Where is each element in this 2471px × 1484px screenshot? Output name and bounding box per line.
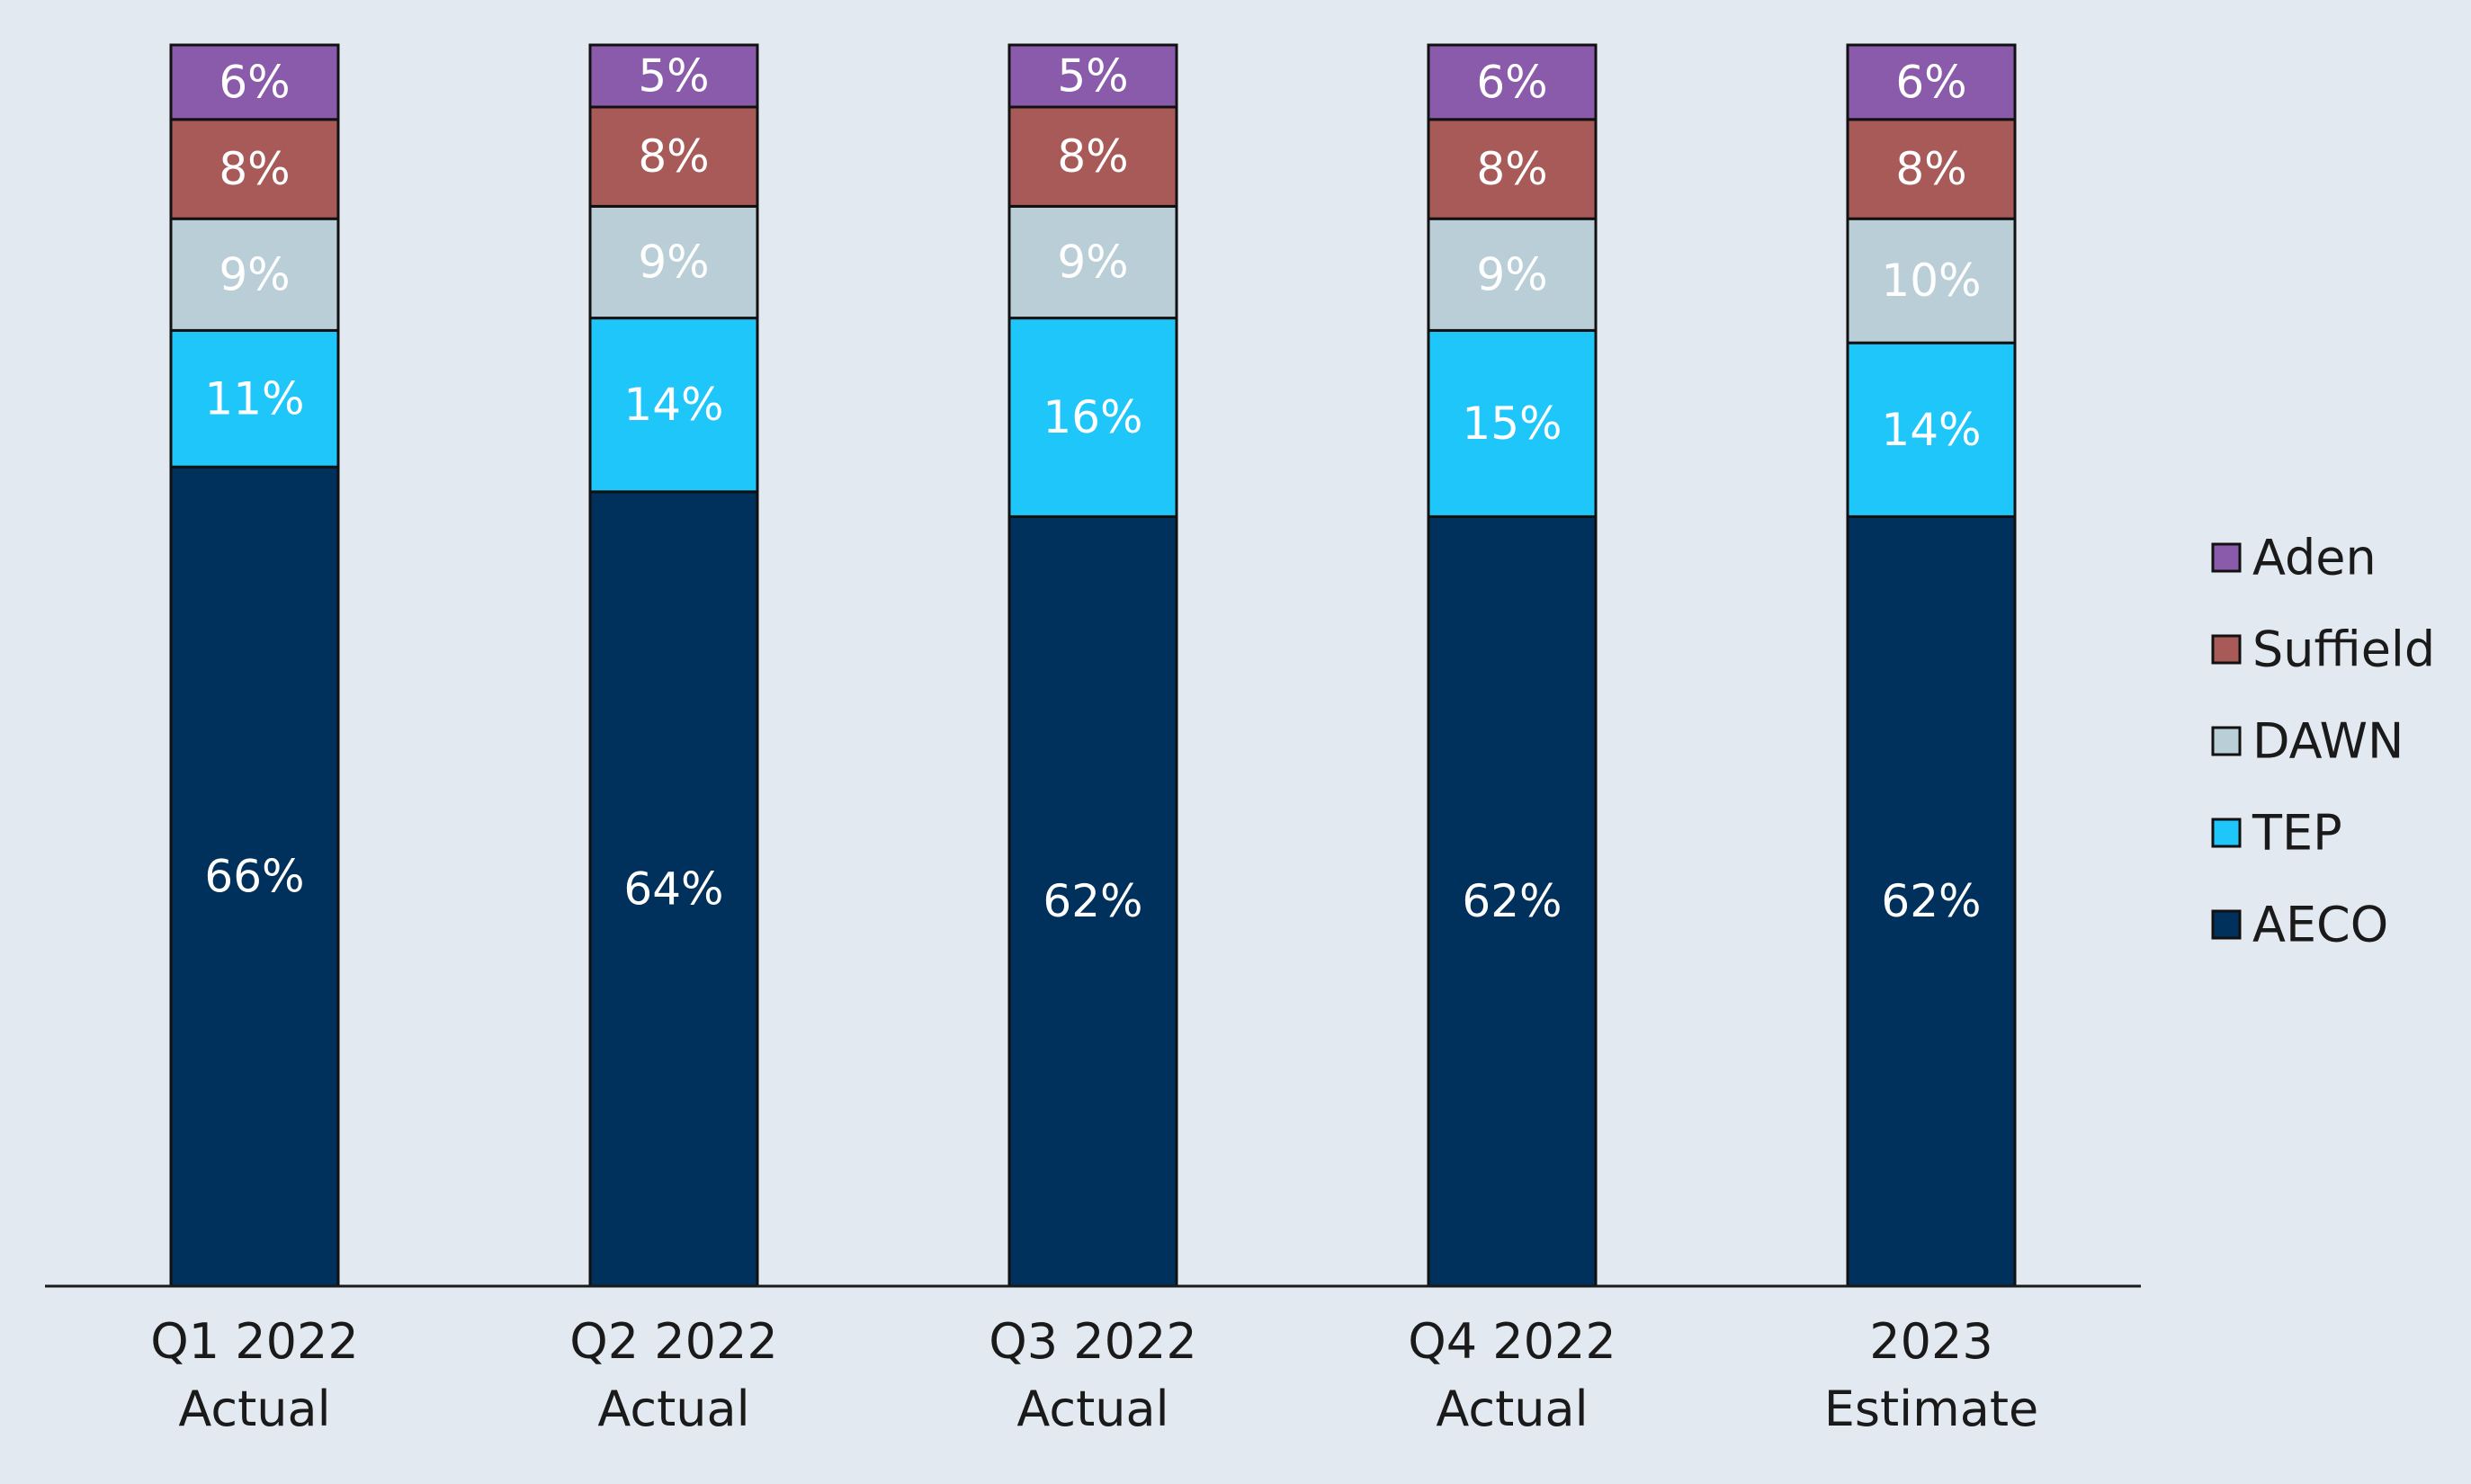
category-label-line: Q3 2022 xyxy=(989,1313,1196,1370)
bar-segment-aeco-2 xyxy=(588,490,759,1288)
data-label-tep-5: 14% xyxy=(1881,404,1981,456)
bar-segment-tep-1 xyxy=(169,328,340,469)
bar-segment-suffield-1 xyxy=(169,118,340,220)
category-label-3: Q3 2022 Actual xyxy=(989,1313,1196,1437)
bar-segment-dawn-4 xyxy=(1427,217,1598,332)
data-label-aden-4: 6% xyxy=(1476,56,1547,108)
bar-segment-aden-1 xyxy=(169,43,340,121)
bar-segment-aeco-4 xyxy=(1427,514,1598,1288)
legend-swatch-dawn xyxy=(2211,726,2242,756)
bar-segment-aeco-3 xyxy=(1007,514,1178,1288)
bar-segment-aden-4 xyxy=(1427,43,1598,121)
category-label-line: Q1 2022 xyxy=(150,1313,358,1370)
data-label-dawn-5: 10% xyxy=(1881,255,1981,307)
legend-label-dawn: DAWN xyxy=(2252,713,2404,770)
category-label-line: Actual xyxy=(178,1381,330,1437)
bar-segment-tep-3 xyxy=(1007,317,1178,518)
data-label-suffield-1: 8% xyxy=(219,143,290,195)
data-label-aden-5: 6% xyxy=(1895,56,1966,108)
legend-label-aden: Aden xyxy=(2252,530,2377,586)
legend-swatch-tep xyxy=(2211,818,2242,848)
bar-segment-suffield-5 xyxy=(1846,118,2017,220)
data-labels-layer: 66% 11% 9% 8% 6% 64% 14% 9% 8% 5% 62% 16% 9% 8% 5% 62% 1… xyxy=(204,50,1981,928)
bar-segment-dawn-5 xyxy=(1846,217,2017,344)
legend-label-suffield: Suffield xyxy=(2252,621,2435,678)
legend-label-tep: TEP xyxy=(2252,805,2342,862)
data-label-dawn-1: 9% xyxy=(219,248,290,300)
category-label-line: Actual xyxy=(1436,1381,1588,1437)
data-label-aeco-1: 66% xyxy=(204,851,304,903)
bar-segment-suffield-4 xyxy=(1427,118,1598,220)
bar-segment-tep-4 xyxy=(1427,328,1598,518)
data-label-dawn-3: 9% xyxy=(1057,237,1128,289)
data-label-aeco-2: 64% xyxy=(623,863,723,915)
category-label-line: Q2 2022 xyxy=(569,1313,777,1370)
category-label-5: 2023 Estimate xyxy=(1824,1313,2039,1437)
bar-segment-suffield-2 xyxy=(588,105,759,208)
bar-segment-aeco-5 xyxy=(1846,514,2017,1288)
bar-segment-dawn-3 xyxy=(1007,204,1178,320)
bar-segment-aeco-1 xyxy=(169,465,340,1288)
data-label-aden-1: 6% xyxy=(219,56,290,108)
data-label-suffield-5: 8% xyxy=(1895,143,1966,195)
data-label-suffield-4: 8% xyxy=(1476,143,1547,195)
bar-segment-aden-5 xyxy=(1846,43,2017,121)
legend-swatch-suffield xyxy=(2211,634,2242,665)
category-label-line: Actual xyxy=(1016,1381,1168,1437)
bar-segment-dawn-2 xyxy=(588,204,759,320)
bars-layer xyxy=(169,43,2017,1288)
category-label-line: Actual xyxy=(597,1381,749,1437)
category-label-1: Q1 2022 Actual xyxy=(150,1313,358,1437)
data-label-aeco-3: 62% xyxy=(1043,875,1142,927)
data-label-aeco-5: 62% xyxy=(1881,875,1981,927)
category-label-line: 2023 xyxy=(1869,1313,1992,1370)
category-label-line: Q4 2022 xyxy=(1408,1313,1616,1370)
data-label-tep-2: 14% xyxy=(623,379,723,431)
category-label-4: Q4 2022 Actual xyxy=(1408,1313,1616,1437)
bar-segment-aden-2 xyxy=(588,43,759,109)
legend-item-tep: TEP xyxy=(2211,805,2342,862)
legend-item-dawn: DAWN xyxy=(2211,713,2404,770)
data-label-aden-2: 5% xyxy=(638,50,709,103)
legend-swatch-aden xyxy=(2211,542,2242,573)
data-label-suffield-3: 8% xyxy=(1057,130,1128,183)
data-label-suffield-2: 8% xyxy=(638,130,709,183)
bar-segment-aden-3 xyxy=(1007,43,1178,109)
legend-label-aeco: AECO xyxy=(2252,897,2388,953)
data-label-dawn-2: 9% xyxy=(638,237,709,289)
legend: Aden Suffield DAWN TEP AECO xyxy=(2211,530,2435,953)
legend-item-aeco: AECO xyxy=(2211,897,2388,953)
data-label-tep-4: 15% xyxy=(1462,398,1562,450)
bar-segment-tep-2 xyxy=(588,317,759,494)
data-label-tep-3: 16% xyxy=(1043,391,1142,443)
data-label-dawn-4: 9% xyxy=(1476,248,1547,300)
data-label-aden-3: 5% xyxy=(1057,50,1128,103)
legend-item-aden: Aden xyxy=(2211,530,2377,586)
category-label-2: Q2 2022 Actual xyxy=(569,1313,777,1437)
legend-swatch-aeco xyxy=(2211,909,2242,940)
legend-item-suffield: Suffield xyxy=(2211,621,2435,678)
data-label-tep-1: 11% xyxy=(204,372,304,425)
category-label-line: Estimate xyxy=(1824,1381,2039,1437)
data-label-aeco-4: 62% xyxy=(1462,875,1562,927)
